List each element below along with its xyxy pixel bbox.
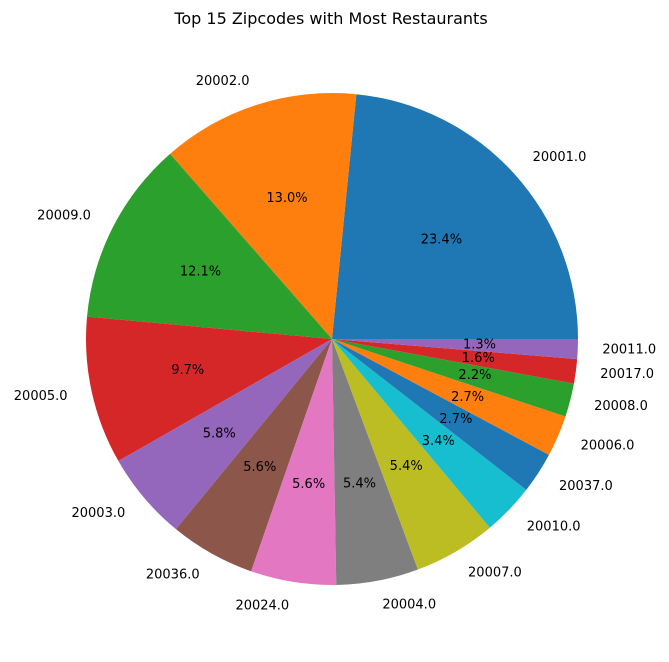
pie-slice-20037-0 — [332, 339, 549, 490]
slice-pct-label-20009-0: 12.1% — [180, 264, 221, 279]
pie-slice-20003-0 — [118, 339, 332, 530]
slice-label-20001-0: 20001.0 — [533, 150, 587, 165]
pie-slice-20001-0 — [332, 94, 578, 340]
slice-label-20017-0: 20017.0 — [600, 367, 654, 382]
slice-label-20006-0: 20006.0 — [581, 438, 635, 453]
slice-label-20005-0: 20005.0 — [14, 389, 68, 404]
slice-label-20008-0: 20008.0 — [594, 399, 648, 414]
pie-slice-20009-0 — [87, 153, 333, 339]
pie-slice-20011-0 — [332, 339, 578, 360]
slice-pct-label-20002-0: 13.0% — [266, 191, 307, 206]
slice-label-20037-0: 20037.0 — [559, 479, 613, 494]
slice-pct-label-20007-0: 5.4% — [390, 459, 423, 474]
slice-pct-label-20008-0: 2.2% — [458, 368, 491, 383]
pie-slice-20002-0 — [170, 93, 357, 339]
slice-pct-label-20003-0: 5.8% — [203, 427, 236, 442]
pie-slice-20005-0 — [85, 316, 332, 461]
pie-slice-20007-0 — [332, 339, 490, 570]
slice-pct-label-20011-0: 1.3% — [463, 338, 496, 353]
pie-slice-20010-0 — [332, 339, 527, 528]
pie-slice-20008-0 — [332, 339, 574, 417]
slice-pct-label-20024-0: 5.6% — [292, 477, 325, 492]
slice-pct-label-20010-0: 3.4% — [422, 434, 455, 449]
slice-label-20009-0: 20009.0 — [37, 209, 91, 224]
slice-pct-label-20005-0: 9.7% — [171, 363, 204, 378]
slice-label-20004-0: 20004.0 — [382, 597, 436, 612]
slice-pct-label-20037-0: 2.7% — [439, 412, 472, 427]
slice-pct-label-20036-0: 5.6% — [243, 460, 276, 475]
pie-slice-20006-0 — [332, 339, 566, 455]
pie-slice-20036-0 — [175, 339, 332, 572]
pie-slice-20024-0 — [251, 339, 337, 585]
slice-label-20024-0: 20024.0 — [235, 599, 289, 614]
slice-label-20010-0: 20010.0 — [527, 519, 581, 534]
slice-label-20011-0: 20011.0 — [602, 343, 656, 358]
slice-pct-label-20017-0: 1.6% — [462, 351, 495, 366]
pie-labels: 20001.0 23.4% 20002.0 13.0% 20009.0 12.1% 2000… — [14, 74, 656, 614]
slice-pct-label-20006-0: 2.7% — [451, 390, 484, 405]
chart-title: Top 15 Zipcodes with Most Restaurants — [173, 9, 487, 28]
pie-slice-20004-0 — [332, 339, 418, 585]
pie-slice-20017-0 — [332, 339, 578, 384]
pie-slices — [85, 93, 578, 585]
slice-label-20003-0: 20003.0 — [71, 506, 125, 521]
slice-label-20007-0: 20007.0 — [468, 565, 522, 580]
slice-label-20036-0: 20036.0 — [146, 568, 200, 583]
slice-label-20002-0: 20002.0 — [196, 74, 250, 89]
slice-pct-label-20004-0: 5.4% — [343, 477, 376, 492]
slice-pct-label-20001-0: 23.4% — [421, 232, 462, 247]
